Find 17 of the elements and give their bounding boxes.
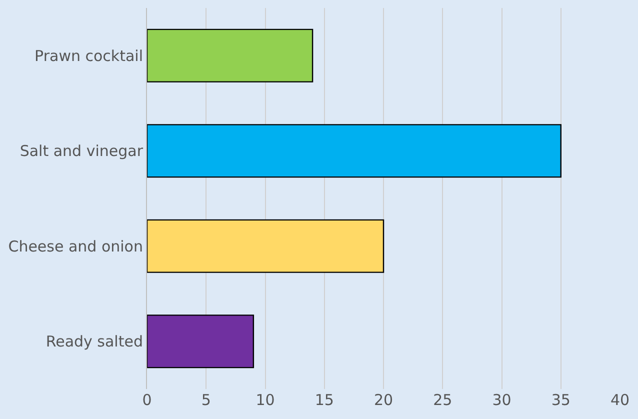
- x-tick-label: 30: [492, 391, 512, 409]
- bar: [147, 28, 314, 82]
- y-tick-label: Ready salted: [46, 332, 143, 351]
- x-tick-label: 0: [142, 391, 152, 409]
- y-tick-label: Prawn cocktail: [34, 46, 143, 65]
- bar: [147, 219, 384, 273]
- bar: [147, 314, 254, 368]
- x-tick-label: 15: [314, 391, 334, 409]
- x-tick-label: 25: [433, 391, 452, 409]
- x-tick-label: 40: [610, 391, 630, 409]
- x-tick-label: 10: [256, 391, 275, 409]
- y-tick-label: Salt and vinegar: [20, 142, 144, 160]
- x-tick-label: 5: [201, 391, 211, 409]
- bar: [147, 124, 562, 178]
- x-tick-label: 20: [374, 391, 394, 409]
- y-tick-label: Cheese and onion: [8, 237, 143, 256]
- x-tick-label: 35: [551, 391, 570, 409]
